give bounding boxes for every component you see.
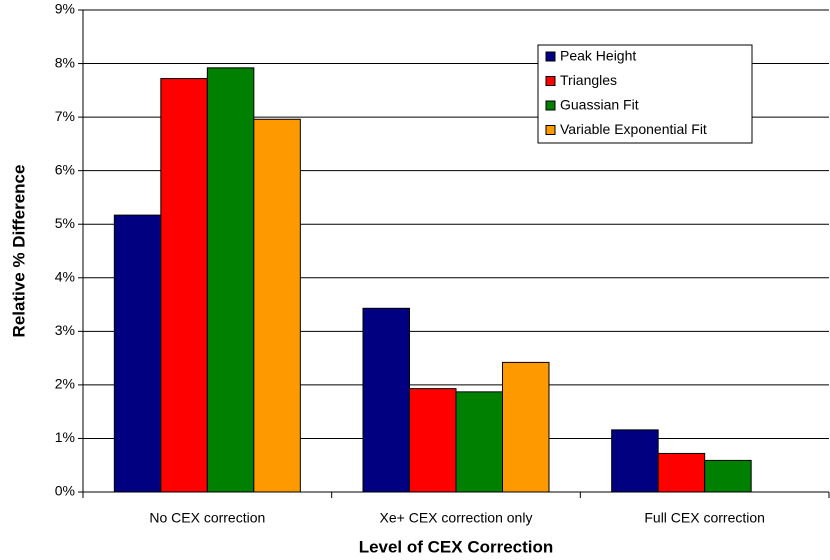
- bar: [206, 67, 255, 493]
- bar: [455, 391, 503, 493]
- bar: [362, 307, 410, 493]
- y-tick-label: 0%: [55, 483, 75, 499]
- bar: [113, 214, 162, 493]
- legend-swatch: [545, 125, 556, 135]
- x-tick-label: Full CEX correction: [644, 510, 765, 526]
- legend-label: Guassian Fit: [560, 97, 639, 113]
- y-tick-label: 8%: [55, 54, 75, 70]
- legend-label: Peak Height: [560, 48, 636, 64]
- y-tick-label: 6%: [55, 161, 75, 177]
- y-tick-label: 5%: [55, 215, 75, 231]
- bar: [704, 459, 752, 493]
- y-tick-label: 2%: [55, 376, 75, 392]
- y-tick-label: 4%: [55, 268, 75, 284]
- x-tick-label: Xe+ CEX correction only: [380, 510, 533, 526]
- y-tick-label: 7%: [55, 108, 75, 124]
- x-axis-title: Level of CEX Correction: [359, 537, 554, 556]
- x-tick-label: No CEX correction: [149, 510, 265, 526]
- bar: [657, 452, 706, 493]
- legend-label: Variable Exponential Fit: [560, 121, 707, 137]
- legend-label: Triangles: [560, 72, 617, 88]
- bar: [502, 361, 550, 493]
- y-tick-label: 1%: [55, 429, 75, 445]
- legend-box: [537, 44, 753, 144]
- legend-swatch: [545, 76, 556, 86]
- bar: [409, 388, 457, 493]
- y-tick-label: 3%: [55, 322, 75, 338]
- legend-swatch: [545, 51, 556, 62]
- bar: [160, 78, 208, 493]
- y-tick-label: 9%: [55, 1, 75, 17]
- legend-swatch: [545, 100, 556, 111]
- y-axis-title: Relative % Difference: [9, 165, 28, 338]
- bar: [253, 118, 301, 493]
- bar: [611, 429, 659, 493]
